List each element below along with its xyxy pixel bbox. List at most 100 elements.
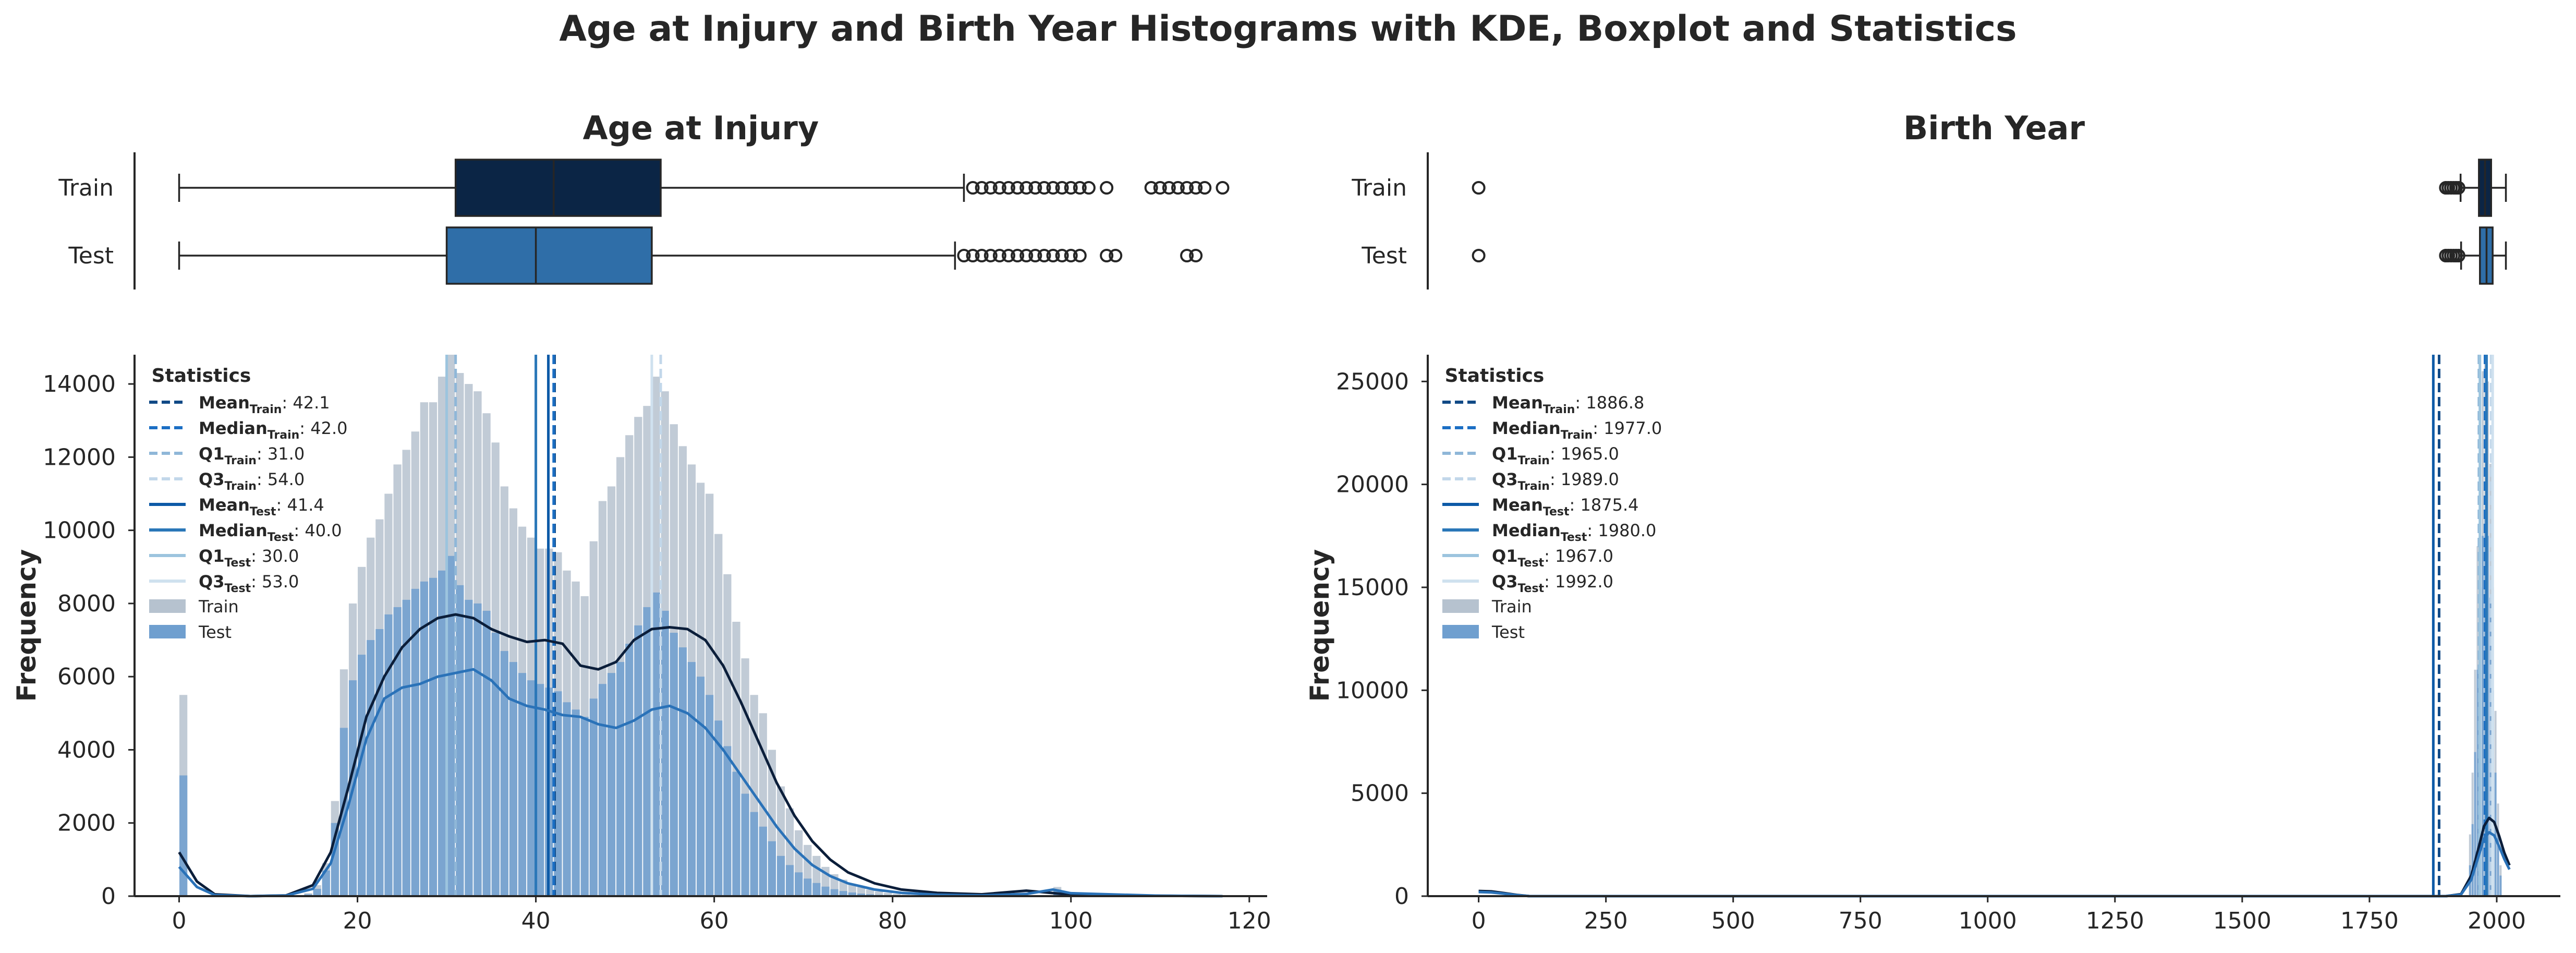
box-iqr bbox=[454, 159, 662, 217]
legend-stat-separator: : bbox=[1575, 393, 1586, 413]
hist-bar-test bbox=[625, 644, 634, 896]
legend-entry: Q3Train: 1989.0 bbox=[1492, 469, 1619, 493]
x-tick-label: 100 bbox=[1049, 908, 1093, 934]
legend-stat-separator: : bbox=[257, 469, 268, 489]
y-tick-label: 2000 bbox=[57, 810, 116, 837]
hist-bar-test bbox=[411, 588, 419, 896]
legend-swatch bbox=[1442, 599, 1479, 613]
legend-stat-name: Mean bbox=[199, 393, 250, 413]
hist-bar-test bbox=[465, 599, 473, 896]
category-label: Train bbox=[1351, 175, 1407, 201]
legend-stat-value: 42.0 bbox=[310, 418, 347, 438]
legend-entry: MedianTest: 1980.0 bbox=[1492, 521, 1656, 544]
outlier-point bbox=[1100, 181, 1114, 195]
outlier-point bbox=[975, 249, 989, 262]
outlier-point bbox=[992, 249, 1006, 262]
y-tick-label: 12000 bbox=[43, 444, 116, 471]
outlier-point bbox=[1162, 181, 1176, 195]
hist-bar-test bbox=[572, 709, 580, 896]
y-tick-label: 0 bbox=[101, 883, 116, 910]
legend-stat-name: Median bbox=[199, 521, 268, 540]
outlier-point bbox=[2451, 181, 2465, 195]
legend-stat-value: 31.0 bbox=[268, 444, 305, 464]
hist-bar-test bbox=[607, 673, 616, 896]
legend-stat-value: 1980.0 bbox=[1598, 521, 1656, 540]
hist-bar-test bbox=[857, 894, 866, 896]
legend-stat-name: Mean bbox=[199, 495, 250, 515]
legend-entry: MedianTest: 40.0 bbox=[199, 521, 342, 544]
legend-stat-name: Mean bbox=[1492, 495, 1543, 515]
hist-bar-test bbox=[795, 872, 803, 896]
legend-stat-subscript: Test bbox=[250, 505, 276, 518]
hist-bar-test bbox=[313, 888, 321, 896]
x-tick-label: 750 bbox=[1839, 908, 1882, 934]
hist-bar-test bbox=[500, 651, 508, 896]
legend-stat-subscript: Train bbox=[224, 454, 257, 467]
box-panel-age: Age at Injury Train Test bbox=[58, 109, 1230, 289]
hist-bar-test bbox=[750, 812, 758, 896]
hist-bar-test bbox=[741, 793, 749, 896]
outlier-point bbox=[1171, 181, 1185, 195]
hist-bar-test bbox=[554, 691, 562, 896]
hist-bar-test bbox=[759, 826, 767, 896]
hist-bar-test bbox=[438, 570, 446, 896]
legend-stat-subscript: Test bbox=[1517, 582, 1544, 595]
hist-bar-test bbox=[375, 629, 384, 896]
hist-bar-test bbox=[456, 585, 464, 896]
hist-bar-test bbox=[804, 878, 812, 896]
hist-bar-test bbox=[661, 610, 669, 896]
legend-stat-subscript: Test bbox=[224, 582, 251, 595]
outlier-point bbox=[1198, 181, 1212, 195]
x-tick-label: 1000 bbox=[1959, 908, 2017, 934]
hist-bar-test bbox=[402, 599, 410, 896]
x-tick-label: 40 bbox=[521, 908, 551, 934]
hist-panel-age: 0 20 40 60 80 100 120 0 2000 4000 6000 8000 10000 120… bbox=[11, 355, 1271, 934]
hist-bar-test bbox=[821, 886, 830, 896]
outlier-point bbox=[1144, 181, 1158, 195]
outlier-point bbox=[1153, 181, 1167, 195]
kde-curve-test bbox=[178, 668, 1223, 898]
outlier-point bbox=[1472, 181, 1486, 195]
legend-stat-subscript: Train bbox=[1517, 480, 1550, 493]
y-axis-label: Frequency bbox=[11, 549, 42, 702]
hist-bar-test bbox=[580, 717, 589, 896]
legend-entry: Q1Train: 31.0 bbox=[199, 444, 305, 467]
outlier-point bbox=[1073, 249, 1087, 262]
legend-stat-subscript: Train bbox=[1543, 403, 1575, 416]
hist-bar-test bbox=[696, 677, 705, 896]
legend-stat-value: 42.1 bbox=[293, 393, 330, 413]
x-tick-label: 500 bbox=[1711, 908, 1755, 934]
outlier-point bbox=[1180, 249, 1194, 262]
hist-bar-test bbox=[812, 883, 821, 896]
y-tick-label: 8000 bbox=[57, 590, 116, 617]
box-iqr bbox=[445, 226, 653, 285]
hist-bar-test bbox=[2494, 773, 2497, 896]
legend-stat-separator: : bbox=[251, 546, 262, 566]
y-tick-label: 20000 bbox=[1336, 472, 1409, 498]
box-title: Age at Injury bbox=[583, 109, 819, 147]
outlier-point bbox=[1055, 181, 1069, 195]
legend-stat-name: Q3 bbox=[199, 572, 224, 592]
legend-stat-value: 1886.8 bbox=[1586, 393, 1644, 413]
legend-stat-value: 1992.0 bbox=[1555, 572, 1613, 592]
legend-stat-separator: : bbox=[1550, 444, 1561, 464]
outlier-point bbox=[1002, 249, 1016, 262]
legend-title: Statistics bbox=[1445, 365, 1545, 387]
x-tick-label: 0 bbox=[1472, 908, 1486, 934]
legend-entry: MeanTrain: 1886.8 bbox=[1492, 393, 1644, 416]
outlier-point bbox=[1011, 181, 1025, 195]
outlier-point bbox=[1109, 249, 1123, 262]
legend-stat-subscript: Test bbox=[268, 531, 294, 544]
outlier-point bbox=[1064, 249, 1078, 262]
hist-bar-test bbox=[678, 647, 687, 896]
legend-stat-separator: : bbox=[1550, 469, 1561, 489]
y-tick-label: 15000 bbox=[1336, 574, 1409, 601]
x-tick-label: 80 bbox=[878, 908, 907, 934]
hist-bar-test bbox=[839, 891, 847, 896]
kde-curve-test bbox=[1478, 831, 2511, 898]
hist-bar-test bbox=[509, 662, 518, 896]
hist-bar-train bbox=[884, 892, 892, 896]
legend-stat-value: 1965.0 bbox=[1561, 444, 1619, 464]
x-tick-label: 60 bbox=[700, 908, 729, 934]
